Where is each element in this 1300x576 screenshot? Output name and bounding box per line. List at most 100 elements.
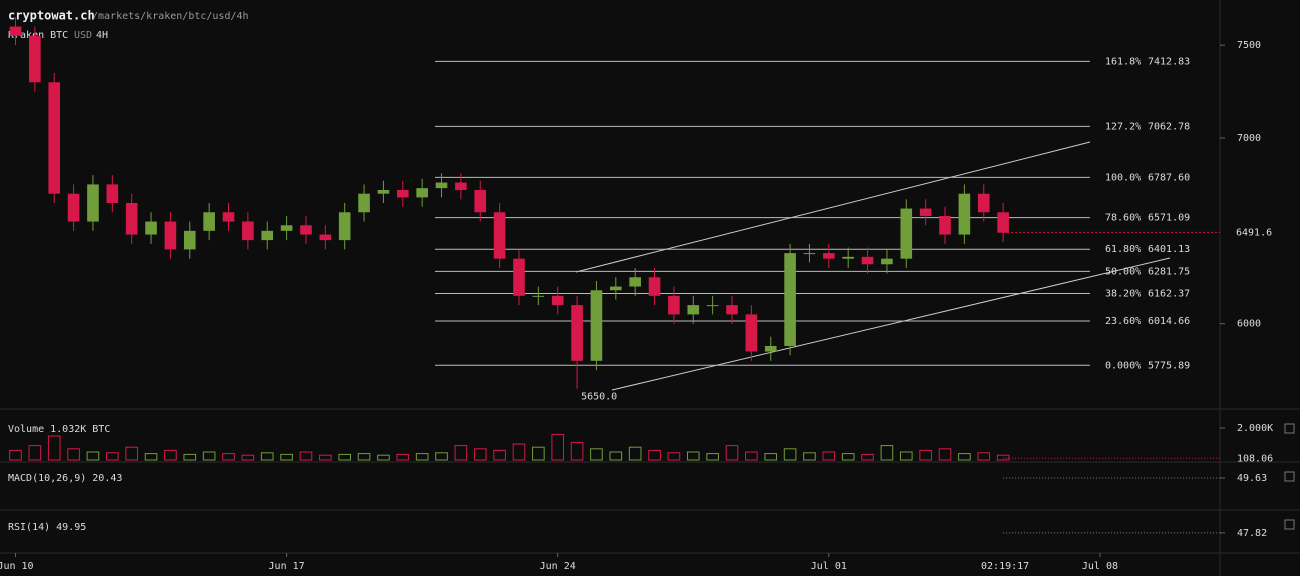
- candle-body: [377, 189, 390, 194]
- volume-bar: [861, 453, 874, 461]
- volume-bar: [512, 443, 526, 461]
- fib-price: 5775.89: [1148, 360, 1190, 371]
- candle-body: [958, 193, 971, 235]
- y-tick-label: 6000: [1237, 319, 1261, 330]
- volume-bar: [9, 449, 22, 461]
- candle-body: [164, 221, 177, 250]
- volume-bar: [783, 448, 797, 461]
- candle-body: [919, 208, 932, 216]
- candle-body: [319, 234, 332, 241]
- candle-body: [183, 230, 196, 250]
- candle-body: [997, 212, 1009, 233]
- volume-bar: [144, 453, 158, 461]
- candle-body: [29, 35, 41, 83]
- fib-price: 6281.75: [1148, 266, 1190, 277]
- candle-body: [668, 295, 680, 315]
- volume-bar: [125, 446, 138, 461]
- y-tick-label: 2.000K: [1237, 423, 1273, 434]
- interval[interactable]: 4H: [96, 30, 108, 41]
- volume-bar: [938, 448, 952, 461]
- candle-body: [67, 193, 80, 222]
- candle-body: [842, 256, 854, 259]
- volume-bar: [164, 449, 177, 461]
- candle-body: [87, 184, 99, 222]
- volume-bar: [880, 445, 894, 461]
- volume-bar: [67, 448, 80, 461]
- last-value-label: 47.82: [1237, 528, 1267, 539]
- volume-bar: [745, 451, 758, 461]
- x-tick-label: Jun 17: [269, 561, 305, 572]
- candle-body: [106, 184, 119, 203]
- x-tick-label: Jul 08: [1082, 561, 1118, 572]
- volume-bar: [822, 451, 836, 461]
- candle-body: [513, 258, 525, 296]
- candle-body: [9, 26, 22, 36]
- volume-bar: [590, 448, 603, 461]
- fib-ratio: 61.80%: [1105, 244, 1141, 255]
- volume-bar: [764, 453, 778, 461]
- candle-body: [551, 295, 564, 306]
- candle-body: [416, 188, 428, 198]
- fib-price: 7062.78: [1148, 121, 1190, 132]
- fib-price: 6401.13: [1148, 244, 1190, 255]
- candle-body: [532, 295, 545, 297]
- candle-body: [280, 225, 293, 231]
- market-name: Kraken BTC: [8, 30, 68, 41]
- low-label: 5650.0: [581, 392, 617, 403]
- volume-bar: [841, 453, 855, 461]
- volume-bar: [319, 454, 332, 461]
- volume-bar: [299, 451, 313, 461]
- y-tick-label: 7000: [1237, 133, 1261, 144]
- volume-bar: [919, 449, 932, 461]
- close-button[interactable]: [1284, 423, 1295, 434]
- candle-body: [474, 189, 487, 213]
- fib-ratio: 127.2%: [1105, 121, 1141, 132]
- candle-body: [861, 256, 874, 265]
- candle-body: [706, 305, 719, 307]
- candle-body: [571, 305, 583, 361]
- volume-bar: [996, 454, 1010, 461]
- volume-bar: [532, 446, 545, 461]
- volume-bar: [338, 453, 352, 461]
- x-tick-label: Jul 01: [811, 561, 847, 572]
- candle-body: [125, 202, 138, 235]
- x-tick-label: Jun 10: [0, 561, 34, 572]
- candle-body: [493, 212, 506, 259]
- volume-bar: [725, 445, 739, 461]
- fib-price: 6787.60: [1148, 172, 1190, 183]
- candle-body: [358, 193, 370, 213]
- panel-title: RSI(14) 49.95: [8, 522, 86, 533]
- volume-bar: [377, 454, 390, 461]
- candle-body: [939, 215, 951, 235]
- volume-bar: [803, 452, 816, 461]
- volume-bar: [473, 448, 487, 461]
- candle-body: [900, 208, 913, 259]
- site-name[interactable]: cryptowat.ch: [8, 9, 95, 23]
- candle-body: [803, 253, 816, 255]
- candle-body: [242, 221, 254, 241]
- close-button[interactable]: [1284, 519, 1295, 530]
- fib-ratio: 38.20%: [1105, 289, 1141, 300]
- volume-bar: [958, 453, 971, 461]
- volume-bar: [609, 451, 623, 461]
- candle-body: [726, 305, 738, 315]
- candle-body: [823, 253, 835, 259]
- candle-body: [745, 314, 758, 352]
- quote-currency: USD: [74, 30, 92, 41]
- market-path: /markets/kraken/btc/usd/4h: [92, 11, 249, 22]
- volume-bar: [260, 452, 274, 461]
- panel-title: Volume 1.032K BTC: [8, 424, 110, 435]
- volume-bar: [106, 452, 119, 461]
- volume-bar: [241, 454, 255, 461]
- volume-bar: [706, 453, 719, 461]
- volume-bar: [396, 453, 410, 461]
- candle-body: [435, 182, 448, 189]
- fib-ratio: 100.0%: [1105, 172, 1141, 183]
- close-button[interactable]: [1284, 471, 1295, 482]
- volume-bar: [415, 453, 429, 461]
- candle-body: [648, 277, 661, 296]
- volume-bar: [667, 452, 681, 461]
- candle-body: [881, 258, 893, 265]
- candle-body: [145, 221, 157, 235]
